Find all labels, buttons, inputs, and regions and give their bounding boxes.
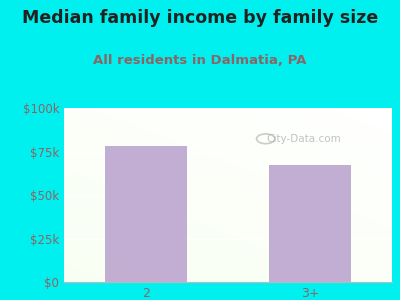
Text: City-Data.com: City-Data.com (266, 134, 341, 144)
Bar (269, 165, 351, 282)
Text: Median family income by family size: Median family income by family size (22, 9, 378, 27)
Text: All residents in Dalmatia, PA: All residents in Dalmatia, PA (93, 54, 307, 67)
Bar (105, 146, 187, 282)
